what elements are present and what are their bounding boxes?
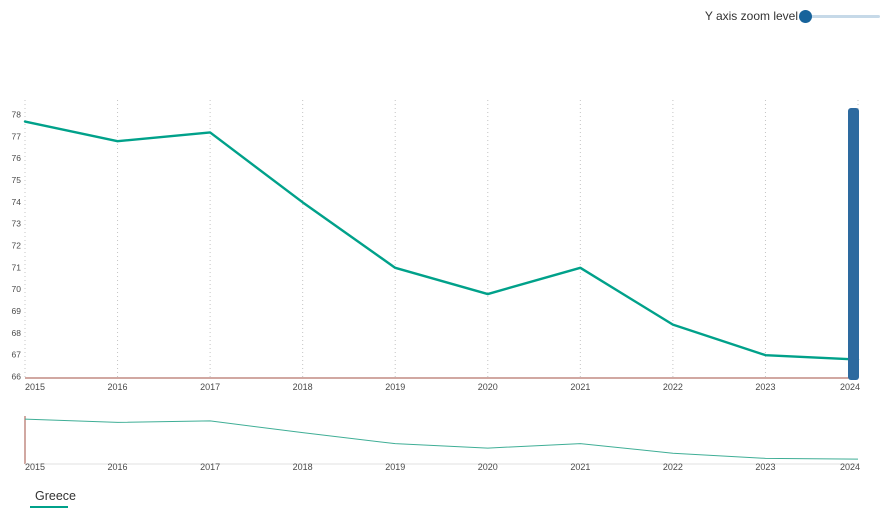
y-axis-zoom-control: Y axis zoom level (705, 8, 880, 24)
svg-text:2019: 2019 (385, 382, 405, 392)
y-axis-zoom-track[interactable] (799, 9, 880, 23)
svg-text:2016: 2016 (108, 382, 128, 392)
y-axis-zoom-knob[interactable] (799, 9, 812, 23)
series-line-greece[interactable] (23, 120, 860, 361)
legend[interactable]: Greece (30, 489, 76, 508)
svg-text:76: 76 (12, 153, 22, 163)
svg-text:2023: 2023 (755, 462, 775, 472)
svg-text:77: 77 (12, 131, 22, 141)
navigator-chart[interactable]: 2015 2016 2017 2018 2019 2020 2021 2022 2023 2024 (0, 406, 880, 476)
x-gridlines (24, 100, 859, 378)
svg-text:2018: 2018 (293, 462, 313, 472)
svg-text:2015: 2015 (25, 462, 45, 472)
svg-text:2021: 2021 (570, 382, 590, 392)
legend-label-greece[interactable]: Greece (35, 489, 76, 503)
svg-text:72: 72 (12, 241, 22, 251)
svg-text:71: 71 (12, 262, 22, 272)
svg-text:2018: 2018 (293, 382, 313, 392)
svg-text:68: 68 (12, 328, 22, 338)
svg-text:73: 73 (12, 219, 22, 229)
svg-text:2016: 2016 (108, 462, 128, 472)
svg-text:2015: 2015 (25, 382, 45, 392)
y-scrollbar-thumb[interactable] (848, 108, 859, 380)
svg-text:2023: 2023 (755, 382, 775, 392)
navigator-series-line (24, 418, 859, 460)
svg-text:2019: 2019 (385, 462, 405, 472)
svg-text:2022: 2022 (663, 382, 683, 392)
svg-text:74: 74 (12, 197, 22, 207)
svg-text:2021: 2021 (570, 462, 590, 472)
svg-text:2017: 2017 (200, 382, 220, 392)
navigator-x-tick-labels: 2015 2016 2017 2018 2019 2020 2021 2022 2023 2024 (25, 462, 860, 472)
x-axis-tick-labels: 2015 2016 2017 2018 2019 2020 2021 2022 2023 2024 (25, 382, 860, 392)
svg-text:2020: 2020 (478, 382, 498, 392)
svg-text:75: 75 (12, 175, 22, 185)
svg-text:2017: 2017 (200, 462, 220, 472)
svg-text:2020: 2020 (478, 462, 498, 472)
svg-text:78: 78 (12, 110, 22, 120)
svg-text:2024: 2024 (840, 462, 860, 472)
svg-text:66: 66 (12, 372, 22, 382)
svg-text:67: 67 (12, 350, 22, 360)
y-axis-zoom-label: Y axis zoom level (704, 9, 798, 23)
svg-text:70: 70 (12, 284, 22, 294)
svg-text:2024: 2024 (840, 382, 860, 392)
y-axis-tick-labels: 66 67 68 69 70 71 72 73 74 75 76 77 78 (12, 110, 22, 382)
legend-marker-greece (30, 506, 68, 508)
svg-text:2022: 2022 (663, 462, 683, 472)
svg-text:69: 69 (12, 306, 22, 316)
